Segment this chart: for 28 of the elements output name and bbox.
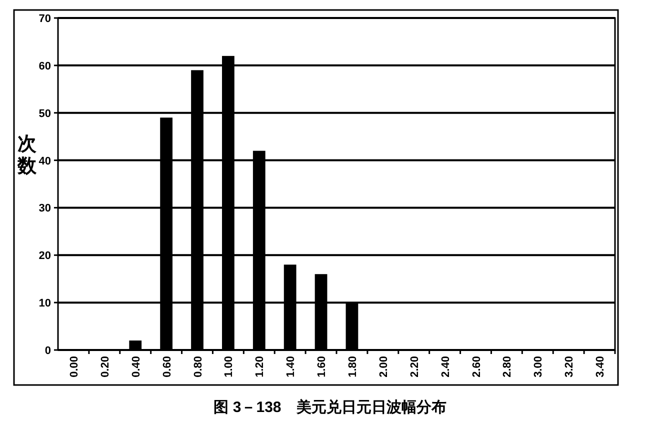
y-tick-label: 10	[38, 298, 51, 310]
x-tick-label: 3.00	[532, 356, 545, 378]
y-tick-label: 0	[44, 345, 51, 357]
x-tick-label: 2.40	[440, 356, 452, 378]
x-tick-label: 2.00	[378, 356, 390, 378]
x-tick-label: 1.60	[316, 356, 328, 378]
x-tick-label: 3.40	[594, 356, 607, 378]
x-tick-label: 0.00	[68, 356, 80, 378]
x-tick-label: 0.20	[99, 356, 112, 378]
text: 图 3－138 美元兑日元日波幅分布	[214, 398, 446, 416]
y-tick-label: 40	[38, 155, 51, 168]
x-tick-label: 0.40	[130, 356, 142, 378]
y-tick-label: 70	[38, 13, 51, 25]
y-tick-label: 50	[38, 108, 51, 120]
x-tick-label: 1.40	[285, 356, 298, 378]
x-tick-label: 0.80	[192, 356, 204, 378]
x-tick-label: 2.60	[470, 356, 483, 378]
y-tick-label: 30	[38, 202, 51, 215]
x-tick-label: 0.60	[161, 356, 174, 378]
x-tick-label: 2.80	[502, 356, 514, 378]
y-axis-title: 次数	[16, 134, 38, 177]
y-tick-label: 60	[38, 60, 51, 72]
x-tick-label: 3.20	[564, 356, 576, 378]
x-tick-label: 2.20	[408, 356, 421, 378]
x-tick-label: 1.00	[223, 356, 236, 378]
y-tick-label: 20	[38, 250, 51, 262]
x-tick-label: 1.80	[346, 356, 359, 378]
x-tick-label: 1.20	[254, 356, 266, 378]
